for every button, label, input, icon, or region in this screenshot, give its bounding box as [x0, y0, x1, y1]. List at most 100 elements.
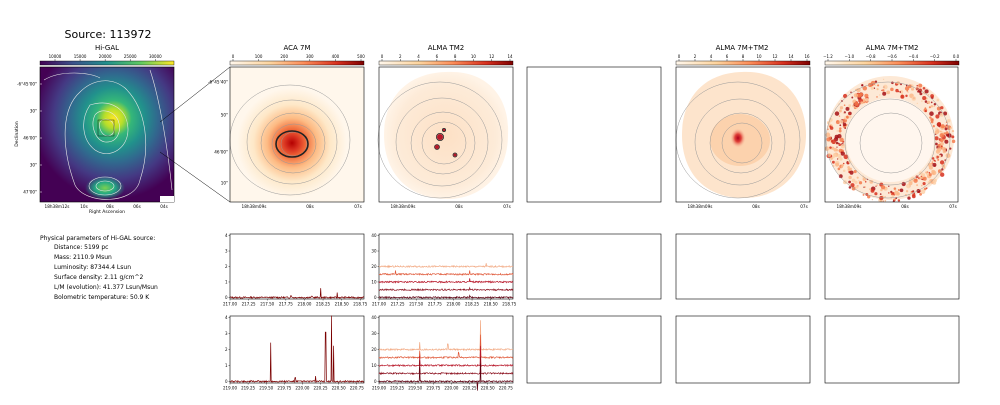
- empty-spectrum-panel: [675, 233, 811, 300]
- spectrum-series-line: [378, 263, 514, 269]
- residual-blob: [882, 78, 885, 81]
- residual-hole: [846, 98, 934, 182]
- residual-blob: [829, 146, 832, 149]
- y-tick-label: 0: [225, 295, 228, 300]
- residual-blob: [890, 87, 894, 92]
- x-tick-label: 220.75: [350, 386, 364, 391]
- colorbar-tick-label: −1.2: [823, 54, 833, 59]
- residual-blob: [930, 94, 934, 98]
- residual-blob: [900, 94, 905, 99]
- residual-blob: [940, 106, 944, 110]
- residual-blob: [859, 102, 861, 105]
- colorbar-higal: 10000 15000 20000 25000 30000: [39, 54, 175, 66]
- residual-blob: [938, 141, 941, 143]
- x-tick-label: 219.00: [372, 386, 386, 391]
- aca-ytick-label: 10": [221, 181, 228, 186]
- residual-blob: [921, 184, 923, 187]
- x-tick-label: 217.25: [391, 302, 405, 307]
- residual-blob: [890, 190, 893, 194]
- colorbar-tm2: 0 2 4 6 8 10 12 14: [378, 54, 514, 66]
- higal-ytick-label: 30": [30, 163, 37, 168]
- image-xtick-label: 08s: [752, 204, 760, 209]
- residual-blob: [897, 199, 901, 202]
- x-tick-label: 217.75: [428, 302, 442, 307]
- y-tick-label: 20: [371, 264, 377, 269]
- residual-blob: [939, 112, 944, 117]
- y-tick-label: 0: [225, 379, 228, 384]
- spectrum-frame: [229, 315, 365, 384]
- spectrum-frame: [229, 233, 365, 300]
- colorbar-tick-label: −1.0: [844, 54, 854, 59]
- residual-blob: [837, 167, 841, 171]
- image-xtick-label: 08s: [455, 204, 463, 209]
- colorbar-7mtm2: 0 2 4 6 8 10 12 14 16: [675, 54, 811, 66]
- residual-blob: [926, 172, 929, 176]
- colorbar-tick-label: 25000: [124, 54, 137, 59]
- residual-blob: [838, 142, 840, 145]
- residual-blob: [836, 130, 839, 132]
- colorbar-tick-label: 12: [772, 54, 778, 59]
- colorbar-tick-label: 10: [471, 54, 477, 59]
- residual-blob: [911, 96, 917, 101]
- spectrum-aca-spw1: 217.00 217.25 217.50 217.75 218.00 218.25 218.…: [223, 233, 368, 306]
- residual-blob: [931, 160, 934, 163]
- residual-blob: [894, 189, 897, 191]
- colorbar-tick-label: 10: [756, 54, 762, 59]
- spectrum-series-line: [378, 286, 514, 292]
- y-tick-label: 20: [371, 347, 377, 352]
- x-tick-label: 217.75: [279, 302, 293, 307]
- x-tick-label: 219.25: [241, 386, 255, 391]
- residual-blob: [848, 104, 852, 107]
- spectrum-series-line: [378, 334, 514, 360]
- residual-blob: [845, 106, 850, 111]
- residual-blob: [934, 160, 936, 162]
- colorbar-tick-label: 500: [357, 54, 365, 59]
- colorbar-tick-label: 300: [306, 54, 314, 59]
- residual-blob: [842, 122, 847, 127]
- residual-blob: [929, 116, 932, 119]
- residual-blob: [838, 115, 841, 117]
- x-tick-label: 217.50: [409, 302, 423, 307]
- residual-blob: [900, 83, 902, 86]
- image-xtick-label: 07s: [800, 204, 808, 209]
- x-tick-label: 218.75: [353, 302, 367, 307]
- aca-ytick-label: -6°45'40": [208, 80, 228, 85]
- image-xtick-label: 18h38m09s: [837, 204, 862, 209]
- residual-blob: [947, 133, 952, 138]
- higal-xtick-label: 18h38m12s: [45, 204, 70, 209]
- residual-blob: [916, 184, 919, 187]
- residual-blob: [922, 176, 927, 181]
- residual-blob: [951, 139, 956, 144]
- residual-blob: [841, 164, 844, 167]
- 7mtm2-image: [675, 66, 811, 203]
- zoom-box: [97, 119, 115, 137]
- residual-blob: [829, 126, 834, 130]
- residual-blob: [939, 160, 945, 165]
- zoom-line-top: [159, 66, 231, 123]
- colorbar-tick-label: 4: [417, 54, 420, 59]
- residual-blob: [897, 189, 900, 191]
- residual-blob: [879, 196, 884, 201]
- residual-blob: [905, 94, 908, 98]
- residual-blob: [874, 192, 878, 196]
- colorbar-tick-label: −0.4: [908, 54, 918, 59]
- residual-blob: [839, 119, 844, 124]
- residual-blob: [937, 158, 940, 161]
- residual-blob: [931, 162, 934, 164]
- physical-line: Surface density: 2.11 g/cm^2: [54, 274, 144, 281]
- residual-blob: [951, 135, 955, 139]
- residual-blob: [833, 147, 838, 152]
- y-tick-label: 0: [374, 295, 377, 300]
- residual-blob: [938, 154, 941, 158]
- residual-blob: [888, 192, 890, 194]
- residual-blob: [919, 176, 923, 180]
- colorbar-tick-label: −0.8: [866, 54, 876, 59]
- colorbar-tick-label: −0.6: [887, 54, 897, 59]
- empty-spectrum-panel: [824, 315, 960, 384]
- aca-ytick-label: 46'00": [214, 150, 228, 155]
- residual-blob: [884, 199, 887, 202]
- residual-blob: [871, 198, 874, 201]
- residual-blob: [846, 116, 849, 119]
- residual-blob: [849, 170, 854, 175]
- y-tick-label: 40: [371, 315, 377, 320]
